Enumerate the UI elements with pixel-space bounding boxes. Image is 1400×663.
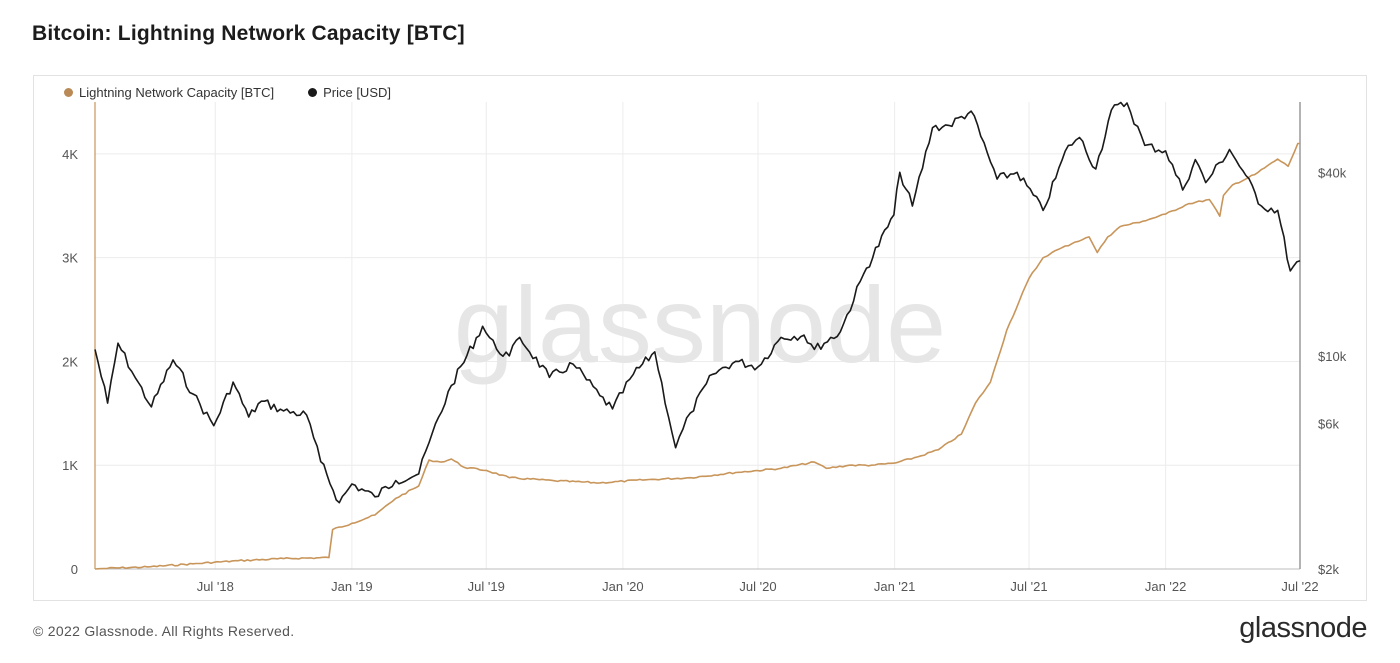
legend-item-price[interactable]: Price [USD] [308,85,391,100]
x-tick-label: Jan '19 [331,579,373,594]
y-right-tick-label: $40k [1318,165,1347,180]
chart-panel [33,75,1367,601]
watermark: glassnode [454,264,946,385]
y-left-tick-label: 2K [62,354,78,369]
legend: Lightning Network Capacity [BTC] Price [… [64,85,391,100]
legend-label-price: Price [USD] [323,85,391,100]
page-title: Bitcoin: Lightning Network Capacity [BTC… [32,22,465,45]
x-tick-label: Jan '20 [602,579,644,594]
series-line-capacity [94,142,1300,570]
series-lines [94,101,1301,570]
legend-label-capacity: Lightning Network Capacity [BTC] [79,85,275,100]
price-dot-icon [308,88,318,97]
x-tick-label: Jul '20 [739,579,776,594]
y-left-tick-label: 0 [71,562,78,577]
series-line-price [94,101,1301,504]
y-right-tick-label: $10k [1318,349,1347,364]
x-axis: Jul '18 Jan '19 Jul '19 Jan '20 Jul '20 Jan '… [197,579,1319,594]
x-tick-label: Jul '21 [1010,579,1047,594]
copyright-text: © 2022 Glassnode. All Rights Reserved. [33,623,295,639]
x-tick-label: Jan '21 [874,579,916,594]
capacity-dot-icon [64,88,73,97]
x-tick-label: Jul '18 [197,579,234,594]
y-right-tick-label: $6k [1318,417,1339,432]
x-tick-label: Jul '22 [1281,579,1318,594]
y-left-tick-label: 3K [62,251,78,266]
y-right-tick-label: $2k [1318,562,1339,577]
brand-logo: glassnode [1239,612,1367,644]
x-tick-label: Jan '22 [1145,579,1187,594]
y-left-tick-label: 4K [62,147,78,162]
x-tick-label: Jul '19 [468,579,505,594]
y-left-tick-label: 1K [62,458,78,473]
grid-lines [95,102,1301,570]
legend-item-capacity[interactable]: Lightning Network Capacity [BTC] [64,85,274,100]
y-axis-left: 0 1K 2K 3K 4K [62,147,78,577]
y-axis-right: $2k $6k $10k $40k [1318,165,1347,577]
